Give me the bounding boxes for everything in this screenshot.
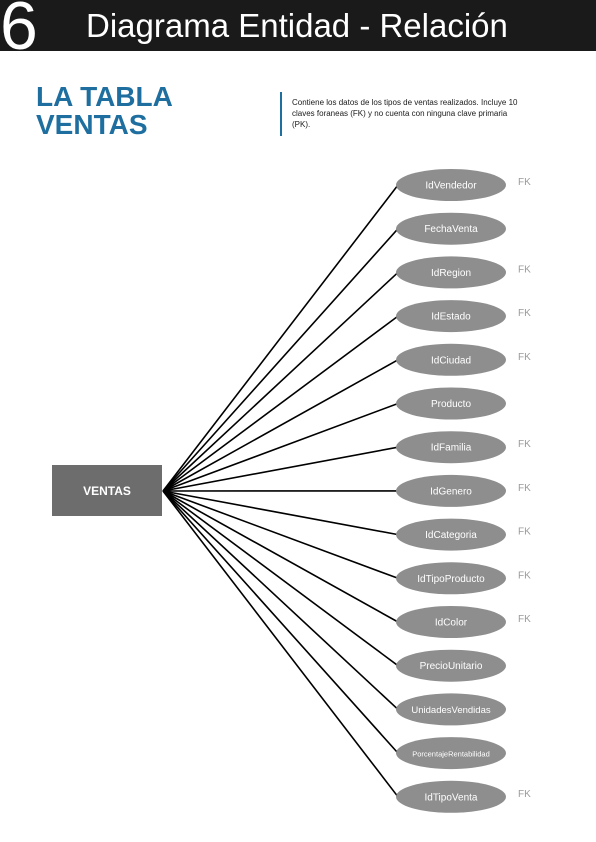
attribute-idregion: IdRegion FK	[396, 256, 531, 289]
attribute-ellipse	[396, 387, 506, 420]
entity-ventas: VENTAS	[52, 465, 162, 516]
connector-idciudad	[162, 359, 399, 492]
attribute-label: IdCiudad	[431, 355, 471, 366]
connector-idregion	[162, 271, 399, 492]
attribute-ellipse	[396, 518, 506, 551]
attribute-label: PrecioUnitario	[420, 661, 483, 672]
connector-preciounitario	[162, 490, 399, 667]
attribute-label: IdColor	[435, 618, 468, 629]
attribute-label: UnidadesVendidas	[411, 705, 490, 716]
attribute-ellipse	[396, 343, 506, 376]
attribute-ellipse	[396, 169, 506, 201]
fk-badge: FK	[518, 483, 531, 494]
attribute-label: IdCategoria	[425, 530, 477, 541]
fk-badge: FK	[518, 570, 531, 581]
attribute-ellipse	[396, 780, 506, 813]
attribute-idestado: IdEstado FK	[396, 300, 531, 333]
attribute-unidadesvendidas: UnidadesVendidas	[396, 693, 506, 726]
attribute-ellipse	[396, 649, 506, 682]
attribute-label: IdVendedor	[425, 181, 477, 192]
fk-badge: FK	[518, 177, 531, 188]
attribute-ellipse	[396, 474, 506, 507]
fk-badge: FK	[518, 352, 531, 363]
attribute-ellipse	[396, 562, 506, 595]
connector-unidadesvendidas	[162, 490, 399, 710]
entity-label: VENTAS	[83, 484, 131, 498]
attribute-idgenero: IdGenero FK	[396, 474, 531, 507]
connectors	[162, 184, 399, 798]
section-title-line2: VENTAS	[36, 109, 148, 140]
section-title-line1: LA TABLA	[36, 81, 173, 112]
connector-idtipoproducto	[162, 490, 399, 580]
attribute-ellipse	[396, 300, 506, 333]
attribute-idtipoventa: IdTipoVenta FK	[396, 780, 531, 813]
fk-badge: FK	[518, 439, 531, 450]
entity-box	[52, 465, 162, 516]
attribute-label: FechaVenta	[424, 224, 478, 235]
attribute-preciounitario: PrecioUnitario	[396, 649, 506, 682]
fk-badge: FK	[518, 264, 531, 275]
connector-idestado	[162, 315, 399, 492]
attribute-label: IdTipoVenta	[424, 792, 477, 803]
connector-porcentajerentabilidad	[162, 490, 399, 754]
attribute-fechaventa: FechaVenta	[396, 212, 506, 245]
attribute-idcategoria: IdCategoria FK	[396, 518, 531, 551]
connector-idvendedor	[162, 184, 399, 492]
attribute-ellipse	[396, 606, 506, 638]
attribute-ellipse	[396, 212, 506, 245]
connector-idcategoria	[162, 490, 399, 536]
description-rule	[280, 92, 282, 136]
connector-idcolor	[162, 490, 399, 623]
attribute-label: IdGenero	[430, 486, 472, 497]
connector-idfamilia	[162, 446, 399, 492]
attribute-ellipse	[396, 737, 506, 770]
connector-idtipoventa	[162, 490, 399, 798]
fk-badge: FK	[518, 527, 531, 538]
attribute-ellipse	[396, 693, 506, 726]
fk-badge: FK	[518, 789, 531, 800]
attribute-label: IdEstado	[431, 312, 471, 323]
attribute-label: Producto	[431, 399, 471, 410]
connector-fechaventa	[162, 228, 399, 492]
attribute-label: IdFamilia	[431, 443, 472, 454]
attribute-ellipse	[396, 256, 506, 289]
attribute-label: IdRegion	[431, 268, 471, 279]
attribute-label: PorcentajeRentabilidad	[412, 750, 490, 759]
attribute-idtipoproducto: IdTipoProducto FK	[396, 562, 531, 595]
attribute-idciudad: IdCiudad FK	[396, 343, 531, 376]
attribute-ellipse	[396, 431, 506, 464]
attribute-idvendedor: IdVendedor FK	[396, 169, 531, 201]
fk-badge: FK	[518, 614, 531, 625]
attribute-porcentajerentabilidad: PorcentajeRentabilidad	[396, 737, 506, 770]
fk-badge: FK	[518, 308, 531, 319]
attribute-label: IdTipoProducto	[417, 574, 485, 585]
connector-producto	[162, 402, 399, 492]
section-title: LA TABLA VENTAS	[36, 83, 173, 139]
chapter-number: 6	[0, 0, 38, 64]
attribute-idcolor: IdColor FK	[396, 606, 531, 638]
header-bar: 6 Diagrama Entidad - Relación	[0, 0, 596, 60]
section-description: Contiene los datos de los tipos de venta…	[292, 98, 518, 129]
attribute-producto: Producto	[396, 387, 506, 420]
attribute-idfamilia: IdFamilia FK	[396, 431, 531, 464]
page-title: Diagrama Entidad - Relación	[86, 7, 508, 44]
